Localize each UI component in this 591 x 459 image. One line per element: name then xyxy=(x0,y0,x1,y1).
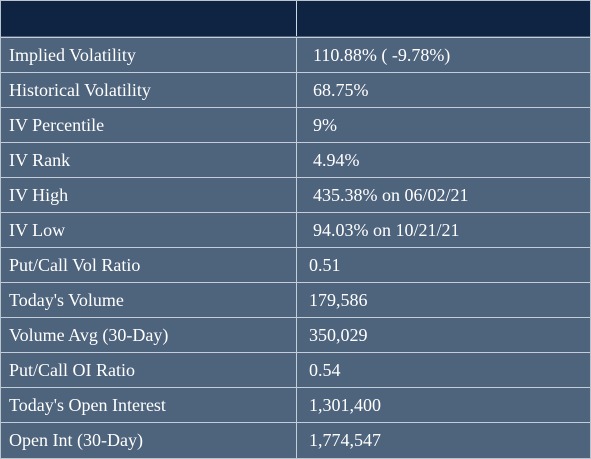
table-row: Historical Volatility 68.75% xyxy=(1,72,590,108)
row-value: 1,301,400 xyxy=(309,395,381,415)
row-label: IV High xyxy=(9,185,69,205)
column-divider xyxy=(296,178,297,213)
row-value: 435.38% on 06/02/21 xyxy=(313,185,469,205)
row-label: Put/Call Vol Ratio xyxy=(9,255,141,275)
table-row: IV Percentile 9% xyxy=(1,107,590,143)
column-divider xyxy=(296,318,297,353)
table-body: Implied Volatility 110.88% ( -9.78%) His… xyxy=(1,37,590,458)
table-row: Volume Avg (30-Day) 350,029 xyxy=(1,317,590,353)
row-value: 4.94% xyxy=(313,150,360,170)
column-divider xyxy=(296,213,297,248)
header-divider xyxy=(296,1,297,36)
table-row: Put/Call OI Ratio 0.54 xyxy=(1,352,590,388)
column-divider xyxy=(296,143,297,178)
table-row: Put/Call Vol Ratio 0.51 xyxy=(1,247,590,283)
column-divider xyxy=(296,248,297,283)
row-label: Historical Volatility xyxy=(9,80,151,100)
row-value: 350,029 xyxy=(309,325,368,345)
column-divider xyxy=(296,108,297,143)
row-value: 110.88% ( -9.78%) xyxy=(313,45,451,65)
table-row: IV High 435.38% on 06/02/21 xyxy=(1,177,590,213)
row-label: Open Int (30-Day) xyxy=(9,430,143,450)
column-divider xyxy=(296,283,297,318)
row-label: Implied Volatility xyxy=(9,45,136,65)
row-label: Put/Call OI Ratio xyxy=(9,360,135,380)
row-label: IV Low xyxy=(9,220,66,240)
row-label: Volume Avg (30-Day) xyxy=(9,325,169,345)
row-value: 179,586 xyxy=(309,290,368,310)
row-label: IV Rank xyxy=(9,150,71,170)
column-divider xyxy=(296,423,297,458)
table-row: IV Rank 4.94% xyxy=(1,142,590,178)
table-header xyxy=(1,1,590,36)
table-row: Implied Volatility 110.88% ( -9.78%) xyxy=(1,37,590,73)
table-row: Open Int (30-Day) 1,774,547 xyxy=(1,422,590,458)
column-divider xyxy=(296,73,297,108)
table-row: IV Low 94.03% on 10/21/21 xyxy=(1,212,590,248)
row-value: 0.51 xyxy=(309,255,341,275)
column-divider xyxy=(296,38,297,73)
column-divider xyxy=(296,353,297,388)
table-row: Today's Open Interest 1,301,400 xyxy=(1,387,590,423)
row-value: 94.03% on 10/21/21 xyxy=(313,220,460,240)
row-value: 68.75% xyxy=(313,80,369,100)
row-value: 0.54 xyxy=(309,360,341,380)
row-value: 1,774,547 xyxy=(309,430,381,450)
row-value: 9% xyxy=(313,115,337,135)
row-label: Today's Open Interest xyxy=(9,395,166,415)
table-row: Today's Volume 179,586 xyxy=(1,282,590,318)
row-label: Today's Volume xyxy=(9,290,124,310)
column-divider xyxy=(296,388,297,423)
row-label: IV Percentile xyxy=(9,115,105,135)
